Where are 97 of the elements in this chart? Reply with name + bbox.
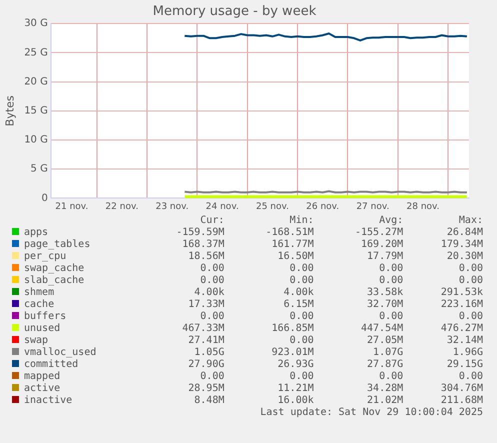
text: 467.33M <box>181 323 226 335</box>
text: 0.00 <box>288 335 315 347</box>
y-tick-label: 25 G <box>24 47 48 58</box>
text: 161.77M <box>270 239 315 251</box>
text: Avg: <box>378 215 404 227</box>
text: 32.14M <box>446 335 484 347</box>
text: 28.95M <box>187 383 226 395</box>
text: 1.07G <box>372 347 404 359</box>
text: Min: <box>288 215 315 227</box>
text: 16.50M <box>276 251 315 263</box>
text: 21.02M <box>366 395 404 407</box>
text: 304.76M <box>440 383 484 395</box>
text: 0.00 <box>458 371 484 383</box>
text: 0.00 <box>378 263 404 275</box>
x-tick-label: 27 nov. <box>356 202 390 212</box>
legend-label: unused <box>24 323 62 335</box>
text: 1.96G <box>452 347 484 359</box>
legend-label: swap <box>24 335 50 347</box>
x-tick-label: 24 nov. <box>206 202 239 212</box>
y-tick-label: 30 G <box>24 18 48 30</box>
chart-title: Memory usage - by week <box>152 4 317 20</box>
text: 0.00 <box>199 263 226 275</box>
text: 166.85M <box>270 323 315 335</box>
legend-label: page_tables <box>24 239 92 251</box>
text: 0.00 <box>458 275 484 287</box>
legend-label: mapped <box>24 371 62 383</box>
legend-label: cache <box>24 299 56 311</box>
text: 1.05G <box>193 347 226 359</box>
x-tick-label: 22 nov. <box>105 202 138 212</box>
y-tick-label: 5 G <box>30 164 48 175</box>
text: 0.00 <box>458 263 484 275</box>
legend-label: buffers <box>24 311 68 323</box>
text: -159.59M <box>175 227 226 239</box>
text: 0.00 <box>199 275 226 287</box>
text: 0.00 <box>288 371 315 383</box>
text: 0.00 <box>378 275 404 287</box>
x-tick-label: 28 nov. <box>406 202 440 212</box>
y-tick-label: 10 G <box>24 134 48 146</box>
legend-label: per_cpu <box>24 251 68 263</box>
text: 0.00 <box>288 311 315 323</box>
legend-label: swap_cache <box>24 263 86 275</box>
text: 27.41M <box>187 335 226 347</box>
text: 16.00k <box>276 395 315 407</box>
legend-label: inactive <box>24 395 74 407</box>
x-tick-label: 26 nov. <box>306 202 340 212</box>
text: Max: <box>458 215 484 227</box>
legend-label: shmem <box>24 287 56 299</box>
x-tick-label: 23 nov. <box>156 202 189 212</box>
text: 0.00 <box>288 263 315 275</box>
legend-label: committed <box>24 359 80 371</box>
text: 0.00 <box>199 311 226 323</box>
text: Cur: <box>199 215 226 227</box>
text: 291.53k <box>440 287 484 299</box>
text: 4.00k <box>193 287 226 299</box>
text: 32.70M <box>366 299 404 311</box>
text: 447.54M <box>360 323 404 335</box>
text: 17.33M <box>187 299 226 311</box>
text: 169.20M <box>360 239 404 251</box>
text: 4.00k <box>282 287 315 299</box>
text: 0.00 <box>458 311 484 323</box>
text: 0.00 <box>378 311 404 323</box>
legend-label: vmalloc_used <box>24 347 98 359</box>
legend-label: apps <box>24 227 50 239</box>
text: 29.15G <box>446 359 484 371</box>
y-tick-label: 20 G <box>24 76 48 88</box>
text: 11.21M <box>276 383 315 395</box>
text: 18.56M <box>187 251 226 263</box>
text: 211.68M <box>440 395 484 407</box>
text: 26.93G <box>276 359 315 371</box>
x-tick-label: 25 nov. <box>256 202 289 212</box>
legend-label: active <box>24 383 62 395</box>
y-axis-title: Bytes <box>3 95 16 126</box>
text: 20.30M <box>446 251 484 263</box>
text: 476.27M <box>440 323 484 335</box>
text: 33.58k <box>366 287 404 299</box>
text: 27.90G <box>187 359 226 371</box>
text: 0.00 <box>199 371 226 383</box>
legend-label: slab_cache <box>24 275 86 287</box>
text: 179.34M <box>440 239 484 251</box>
text: 8.48M <box>193 395 226 407</box>
text: 27.05M <box>366 335 404 347</box>
text: 0.00 <box>288 275 315 287</box>
x-tick-label: 21 nov. <box>55 202 88 212</box>
text: 6.15M <box>282 299 315 311</box>
text: 27.87G <box>366 359 404 371</box>
text: -168.51M <box>264 227 315 239</box>
y-tick-label: 0 <box>41 192 48 204</box>
text: Last update: Sat Nov 29 10:00:04 2025 <box>259 407 484 419</box>
text: 223.16M <box>440 299 484 311</box>
text: 34.28M <box>366 383 404 395</box>
text: 17.79M <box>366 251 404 263</box>
text: -155.27M <box>354 227 404 239</box>
text: 923.01M <box>270 347 315 359</box>
text: 0.00 <box>378 371 404 383</box>
text: 26.84M <box>446 227 484 239</box>
text: 168.37M <box>181 239 226 251</box>
y-tick-label: 15 G <box>24 105 48 116</box>
